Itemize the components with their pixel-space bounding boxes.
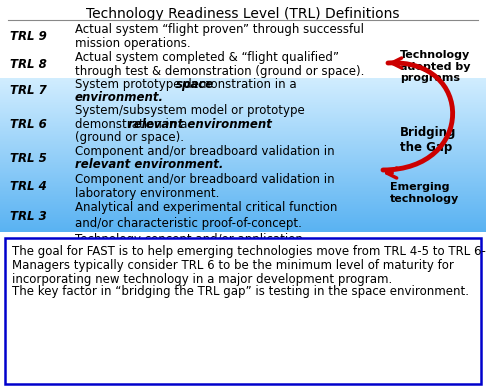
Text: Bridging
the Gap: Bridging the Gap <box>400 126 456 154</box>
Text: Analytical and experimental critical function: Analytical and experimental critical fun… <box>75 201 337 215</box>
Text: TRL 4: TRL 4 <box>10 180 47 192</box>
Text: through test & demonstration (ground or space).: through test & demonstration (ground or … <box>75 64 364 78</box>
Text: Actual system completed & “flight qualified”: Actual system completed & “flight qualif… <box>75 50 339 64</box>
Text: space: space <box>176 78 214 91</box>
Text: demonstration in a: demonstration in a <box>75 118 191 130</box>
Text: Technology concept and/or application: Technology concept and/or application <box>75 232 303 246</box>
Text: TRL 2: TRL 2 <box>10 239 47 253</box>
Text: TRL 5: TRL 5 <box>10 151 47 165</box>
Text: TRL 3: TRL 3 <box>10 210 47 222</box>
Text: Technology
adopted by
programs: Technology adopted by programs <box>400 50 470 83</box>
Text: relevant environment.: relevant environment. <box>75 159 224 171</box>
Text: TRL 8: TRL 8 <box>10 57 47 71</box>
FancyBboxPatch shape <box>5 238 481 384</box>
Text: System prototype demonstration in a: System prototype demonstration in a <box>75 78 300 91</box>
Text: TRL 7: TRL 7 <box>10 85 47 97</box>
Text: TRL 1: TRL 1 <box>10 263 47 277</box>
Text: The goal for FAST is to help emerging technologies move from TRL 4-5 to TRL 6-7.: The goal for FAST is to help emerging te… <box>12 245 486 258</box>
Text: The key factor in “bridging the TRL gap” is testing in the space environment.: The key factor in “bridging the TRL gap”… <box>12 286 469 298</box>
Text: Managers typically consider TRL 6 to be the minimum level of maturity for
incorp: Managers typically consider TRL 6 to be … <box>12 258 454 286</box>
Text: System/subsystem model or prototype: System/subsystem model or prototype <box>75 104 305 117</box>
Text: Actual system “flight proven” through successful: Actual system “flight proven” through su… <box>75 23 364 35</box>
Text: TRL 6: TRL 6 <box>10 118 47 130</box>
Text: (ground or space).: (ground or space). <box>75 131 184 144</box>
Text: Technology Readiness Level (TRL) Definitions: Technology Readiness Level (TRL) Definit… <box>86 7 400 21</box>
Text: formulated.: formulated. <box>75 246 144 260</box>
Text: mission operations.: mission operations. <box>75 36 191 50</box>
Text: Emerging
technology: Emerging technology <box>390 182 459 204</box>
Text: relevant environment: relevant environment <box>128 118 272 130</box>
Text: TRL 9: TRL 9 <box>10 29 47 43</box>
Text: Component and/or breadboard validation in: Component and/or breadboard validation i… <box>75 173 335 185</box>
Text: laboratory environment.: laboratory environment. <box>75 187 219 199</box>
Text: environment.: environment. <box>75 91 164 104</box>
Text: Basic principles observed and reported.: Basic principles observed and reported. <box>75 263 311 277</box>
Text: and/or characteristic proof-of-concept.: and/or characteristic proof-of-concept. <box>75 218 302 230</box>
Text: Component and/or breadboard validation in: Component and/or breadboard validation i… <box>75 144 335 158</box>
